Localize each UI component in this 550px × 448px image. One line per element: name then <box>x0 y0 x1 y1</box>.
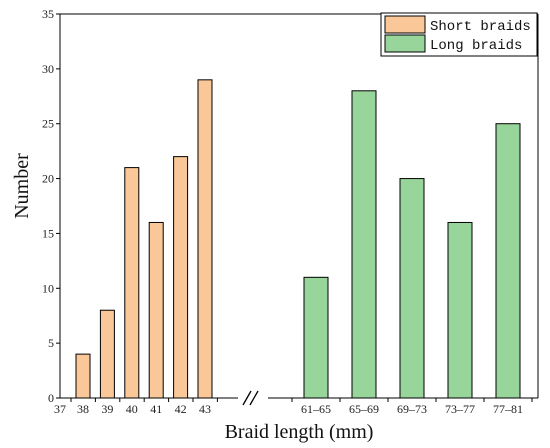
y-tick-label: 20 <box>42 172 54 186</box>
x-tick-label: 40 <box>126 402 138 416</box>
y-tick-label: 35 <box>42 7 54 21</box>
x-tick-label: 73–77 <box>445 402 475 416</box>
bar-long-braids-0 <box>303 276 329 399</box>
bar-long-braids-1 <box>351 90 377 399</box>
legend-swatch-long-braids <box>384 34 426 53</box>
bar-short-braids-0 <box>75 353 91 399</box>
x-tick-label: 43 <box>199 402 211 416</box>
y-tick-label: 30 <box>42 62 54 76</box>
x-tick-label: 39 <box>101 402 113 416</box>
bar-short-braids-1 <box>99 309 115 399</box>
bars <box>75 79 521 399</box>
x-tick-label: 41 <box>150 402 162 416</box>
legend-label-short-braids: Short braids <box>430 19 531 35</box>
bar-short-braids-5 <box>197 79 213 399</box>
x-axis-title: Braid length (mm) <box>225 421 374 443</box>
x-tick-label: 42 <box>175 402 187 416</box>
bar-long-braids-3 <box>447 221 473 399</box>
legend-label-long-braids: Long braids <box>430 38 522 54</box>
bar-short-braids-3 <box>148 221 164 399</box>
x-tick-label: 77–81 <box>493 402 523 416</box>
x-tick-label: 61–65 <box>301 402 331 416</box>
y-tick-label: 5 <box>48 336 54 350</box>
legend-swatch-short-braids <box>384 15 426 34</box>
x-tick-label: 65–69 <box>349 402 379 416</box>
axis-break-mark <box>238 390 268 406</box>
x-tick-label-start: 37 <box>54 402 66 416</box>
y-axis-title: Number <box>11 153 33 219</box>
legend: Short braids Long braids <box>380 12 538 57</box>
y-axis-ticks: 0 5 10 15 20 25 30 35 <box>42 7 60 405</box>
bar-long-braids-4 <box>495 123 521 399</box>
y-tick-label: 25 <box>42 117 54 131</box>
x-tick-label: 38 <box>77 402 89 416</box>
bar-short-braids-2 <box>124 167 140 399</box>
y-tick-label: 0 <box>48 391 54 405</box>
y-tick-label: 10 <box>42 281 54 295</box>
bar-short-braids-4 <box>173 156 189 399</box>
bar-long-braids-2 <box>399 178 425 399</box>
x-tick-label: 69–73 <box>397 402 427 416</box>
x-axis-ticks: 37 38 39 40 41 42 43 61–65 65–69 69–73 73–77 77–81 <box>54 398 533 416</box>
y-tick-label: 15 <box>42 226 54 240</box>
